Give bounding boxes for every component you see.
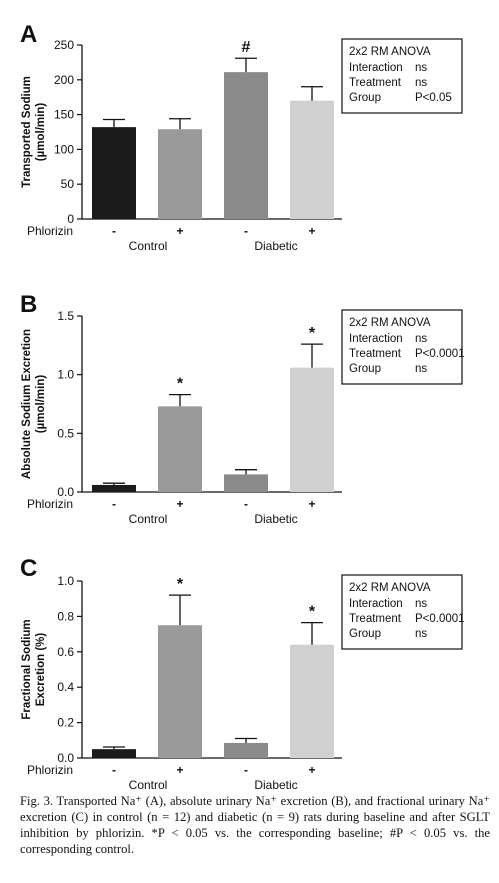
row-label: Phlorizin	[27, 224, 73, 238]
stats-row-value: ns	[415, 333, 427, 345]
group-label: Diabetic	[254, 512, 297, 526]
group-label: Diabetic	[254, 778, 297, 790]
stats-box	[341, 309, 463, 385]
y-tick-label: 1.0	[57, 574, 74, 588]
x-tick-label: -	[112, 497, 116, 511]
y-tick-label: 0.0	[57, 751, 74, 765]
row-label: Phlorizin	[27, 497, 73, 511]
group-label: Control	[129, 778, 168, 790]
bar	[158, 129, 202, 219]
y-tick-label: 0.4	[57, 680, 74, 694]
significance-marker: #	[242, 39, 251, 56]
stats-row-value: ns	[415, 628, 427, 640]
y-tick-label: 0.2	[57, 716, 74, 730]
panel-letter: B	[20, 291, 37, 318]
chart-panel-b: B 0.0 0.5 1.0 1.5 Absolute Sodium Excretion (µ…	[20, 291, 465, 526]
significance-marker: *	[177, 576, 184, 593]
x-tick-label: +	[308, 224, 315, 238]
bar	[224, 474, 268, 492]
y-axis-label: Transported Sodium	[21, 76, 33, 188]
significance-marker: *	[177, 376, 184, 393]
y-tick-label: 0	[67, 212, 74, 226]
stats-row-name: Interaction	[349, 62, 403, 74]
stats-row-name: Interaction	[349, 333, 403, 345]
row-label: Phlorizin	[27, 763, 73, 777]
stats-row-name: Treatment	[349, 77, 402, 89]
stats-box-title: 2x2 RM ANOVA	[349, 582, 431, 594]
stats-box-title: 2x2 RM ANOVA	[349, 317, 431, 329]
stats-row-value: ns	[415, 363, 427, 375]
y-tick-label: 250	[54, 38, 74, 52]
stats-row-value: ns	[415, 77, 427, 89]
x-tick-label: +	[176, 224, 183, 238]
y-axis-unit: (µmol/min)	[35, 103, 47, 162]
bar	[92, 749, 136, 758]
stats-box	[341, 574, 463, 650]
bar	[92, 484, 136, 492]
y-axis-label: Fractional Sodium	[21, 619, 33, 719]
y-tick-label: 0.6	[57, 645, 74, 659]
chart-panel-a: A 0 50 100 150 200 250 Transported Sodium (µmol/…	[20, 21, 463, 253]
group-label: Control	[129, 512, 168, 526]
y-axis-unit: Excretion (%)	[35, 633, 47, 707]
chart-panel-c: C 0.0 0.2 0.4 0.6 0.8 1.0 Fractional Sodium Excr…	[20, 555, 465, 790]
stats-row-name: Group	[349, 628, 381, 640]
stats-box	[341, 38, 463, 114]
x-tick-label: -	[112, 224, 116, 238]
x-tick-label: +	[308, 763, 315, 777]
x-tick-label: +	[176, 497, 183, 511]
y-axis-label: Absolute Sodium Excretion	[21, 329, 33, 479]
significance-marker: *	[309, 604, 316, 621]
bar	[158, 406, 202, 492]
stats-row-value: P<0.0001	[415, 613, 465, 625]
y-axis-unit: (µmol/min)	[35, 375, 47, 434]
y-tick-label: 0.5	[57, 426, 74, 440]
bar	[290, 644, 334, 758]
bar	[224, 742, 268, 758]
stats-row-value: P<0.0001	[415, 348, 465, 360]
panel-letter: C	[20, 555, 37, 582]
stats-row-value: P<0.05	[415, 92, 452, 104]
y-tick-label: 0.8	[57, 609, 74, 623]
stats-box-title: 2x2 RM ANOVA	[349, 46, 431, 58]
stats-row-name: Group	[349, 363, 381, 375]
y-tick-label: 1.5	[57, 309, 74, 323]
bar	[224, 72, 268, 219]
y-tick-label: 50	[61, 177, 75, 191]
x-tick-label: -	[244, 763, 248, 777]
bar	[92, 127, 136, 219]
y-tick-label: 150	[54, 108, 74, 122]
stats-row-value: ns	[415, 598, 427, 610]
stats-row-value: ns	[415, 62, 427, 74]
y-tick-label: 200	[54, 73, 74, 87]
stats-row-name: Treatment	[349, 613, 402, 625]
group-label: Diabetic	[254, 239, 297, 253]
panel-letter: A	[20, 21, 37, 48]
bar	[290, 367, 334, 492]
x-tick-label: +	[308, 497, 315, 511]
stats-row-name: Interaction	[349, 598, 403, 610]
figure-caption: Fig. 3. Transported Na⁺ (A), absolute ur…	[20, 794, 490, 856]
bar	[290, 100, 334, 219]
x-tick-label: -	[112, 763, 116, 777]
x-tick-label: +	[176, 763, 183, 777]
y-tick-label: 100	[54, 142, 74, 156]
stats-row-name: Group	[349, 92, 381, 104]
x-tick-label: -	[244, 497, 248, 511]
group-label: Control	[129, 239, 168, 253]
y-tick-label: 0.0	[57, 485, 74, 499]
stats-row-name: Treatment	[349, 348, 402, 360]
y-tick-label: 1.0	[57, 368, 74, 382]
bar	[158, 625, 202, 758]
significance-marker: *	[309, 325, 316, 342]
x-tick-label: -	[244, 224, 248, 238]
